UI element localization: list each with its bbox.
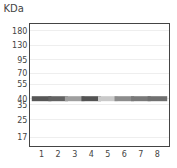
svg-text:180: 180 bbox=[12, 27, 27, 36]
svg-text:3: 3 bbox=[72, 150, 77, 159]
svg-text:40: 40 bbox=[17, 95, 27, 104]
svg-text:17: 17 bbox=[17, 133, 27, 142]
svg-text:2: 2 bbox=[56, 150, 61, 159]
svg-text:8: 8 bbox=[155, 150, 160, 159]
svg-text:55: 55 bbox=[17, 80, 27, 89]
svg-text:5: 5 bbox=[105, 150, 110, 159]
svg-text:6: 6 bbox=[122, 150, 127, 159]
svg-text:35: 35 bbox=[17, 101, 27, 110]
svg-text:4: 4 bbox=[89, 150, 94, 159]
svg-text:130: 130 bbox=[12, 41, 27, 50]
svg-text:7: 7 bbox=[138, 150, 143, 159]
svg-text:95: 95 bbox=[17, 56, 27, 65]
svg-text:KDa: KDa bbox=[4, 3, 24, 14]
svg-text:70: 70 bbox=[17, 69, 27, 78]
svg-text:25: 25 bbox=[17, 116, 27, 125]
svg-text:1: 1 bbox=[39, 150, 44, 159]
